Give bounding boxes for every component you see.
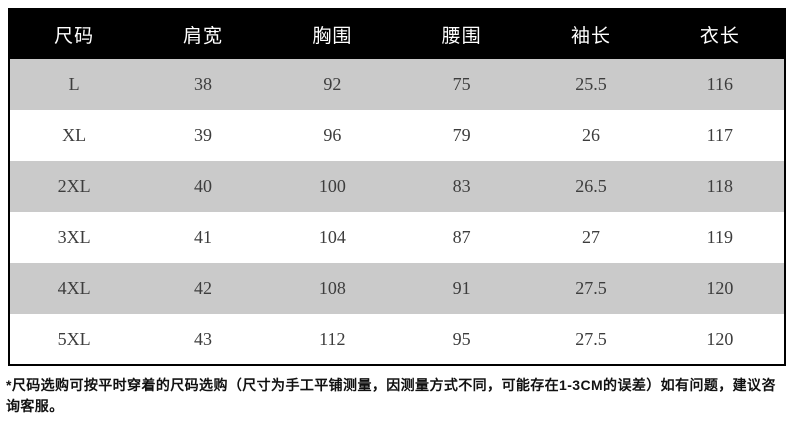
value-cell: 96 (267, 110, 397, 161)
value-cell: 87 (396, 212, 527, 263)
header-cell: 腰围 (396, 9, 527, 59)
size-chart-table: 尺码 肩宽 胸围 腰围 袖长 衣长 L 38 92 75 25.5 116 XL 39 96 79 26 117… (8, 8, 786, 366)
value-cell: 118 (655, 161, 785, 212)
value-cell: 91 (396, 263, 527, 314)
value-cell: 117 (655, 110, 785, 161)
size-cell: 3XL (9, 212, 139, 263)
header-cell: 肩宽 (138, 9, 268, 59)
value-cell: 120 (655, 263, 785, 314)
value-cell: 27.5 (526, 314, 656, 365)
size-cell: L (9, 59, 139, 110)
value-cell: 26.5 (526, 161, 656, 212)
size-cell: 5XL (9, 314, 139, 365)
value-cell: 27.5 (526, 263, 656, 314)
value-cell: 104 (267, 212, 397, 263)
table-row: XL 39 96 79 26 117 (9, 110, 785, 161)
value-cell: 100 (267, 161, 397, 212)
value-cell: 75 (396, 59, 527, 110)
measurement-disclaimer: *尺码选购可按平时穿着的尺码选购（尺寸为手工平铺测量，因测量方式不同，可能存在1… (6, 377, 776, 414)
value-cell: 95 (396, 314, 527, 365)
header-cell: 尺码 (9, 9, 139, 59)
table-row: 2XL 40 100 83 26.5 118 (9, 161, 785, 212)
size-chart: 尺码 肩宽 胸围 腰围 袖长 衣长 L 38 92 75 25.5 116 XL 39 96 79 26 117… (8, 8, 786, 366)
table-body: L 38 92 75 25.5 116 XL 39 96 79 26 117 2XL 40 100 83 26.… (9, 59, 785, 365)
value-cell: 25.5 (526, 59, 656, 110)
table-row: 5XL 43 112 95 27.5 120 (9, 314, 785, 365)
size-cell: 4XL (9, 263, 139, 314)
size-cell: XL (9, 110, 139, 161)
size-cell: 2XL (9, 161, 139, 212)
value-cell: 39 (138, 110, 268, 161)
header-row: 尺码 肩宽 胸围 腰围 袖长 衣长 (9, 9, 785, 59)
value-cell: 120 (655, 314, 785, 365)
value-cell: 119 (655, 212, 785, 263)
value-cell: 41 (138, 212, 268, 263)
value-cell: 43 (138, 314, 268, 365)
table-header: 尺码 肩宽 胸围 腰围 袖长 衣长 (9, 9, 785, 59)
value-cell: 26 (526, 110, 656, 161)
value-cell: 83 (396, 161, 527, 212)
value-cell: 116 (655, 59, 785, 110)
table-row: 4XL 42 108 91 27.5 120 (9, 263, 785, 314)
table-row: L 38 92 75 25.5 116 (9, 59, 785, 110)
value-cell: 42 (138, 263, 268, 314)
table-row: 3XL 41 104 87 27 119 (9, 212, 785, 263)
header-cell: 胸围 (267, 9, 397, 59)
value-cell: 27 (526, 212, 656, 263)
value-cell: 38 (138, 59, 268, 110)
header-cell: 袖长 (526, 9, 656, 59)
header-cell: 衣长 (655, 9, 785, 59)
value-cell: 40 (138, 161, 268, 212)
value-cell: 108 (267, 263, 397, 314)
value-cell: 112 (267, 314, 397, 365)
value-cell: 92 (267, 59, 397, 110)
value-cell: 79 (396, 110, 527, 161)
